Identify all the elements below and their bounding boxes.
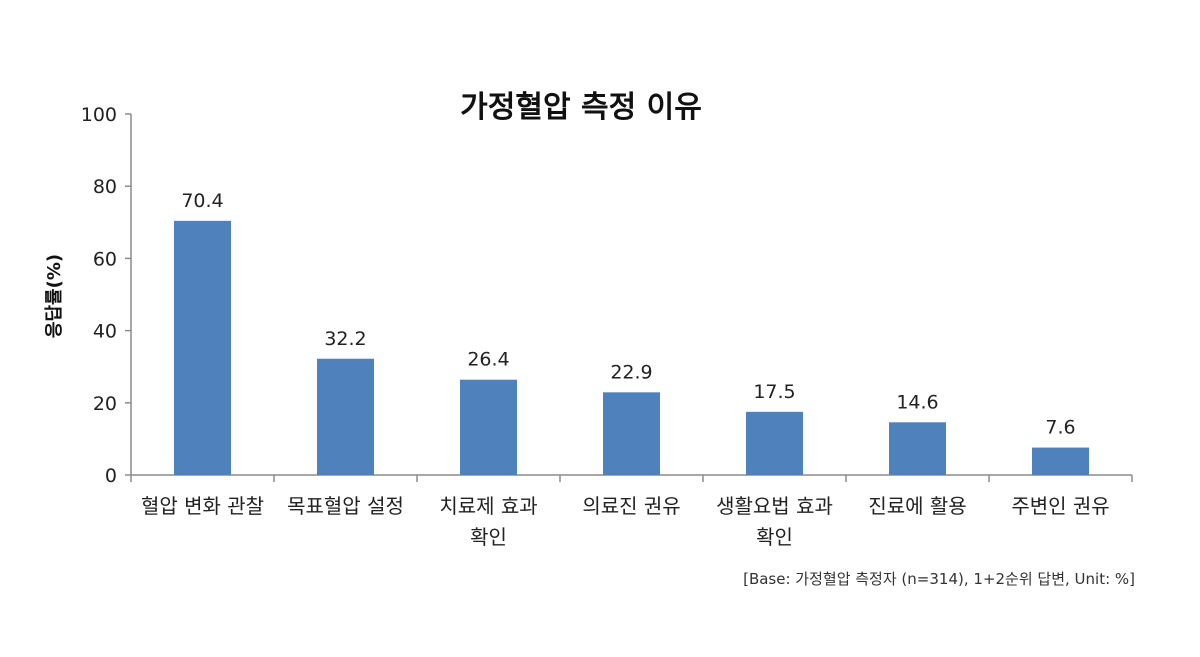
data-label: 22.9 (610, 361, 652, 383)
data-label: 17.5 (753, 381, 795, 403)
bar (603, 392, 660, 475)
y-tick-label: 20 (93, 393, 117, 415)
data-label: 14.6 (896, 391, 938, 413)
x-category-label: 주변인 권유 (1011, 494, 1109, 518)
y-tick-label: 40 (93, 321, 117, 343)
footnote: [Base: 가정혈압 측정자 (n=314), 1+2순위 답변, Unit:… (743, 570, 1135, 588)
y-axis-label: 응답률(%) (44, 254, 65, 338)
y-tick-label: 100 (81, 104, 117, 126)
x-category-label: 확인 (470, 525, 507, 549)
x-category-label: 치료제 효과 (439, 494, 537, 518)
x-category-label: 혈압 변화 관찰 (141, 494, 264, 518)
bar (1032, 447, 1089, 475)
plot-area: 0 20 40 60 80 100 70.4 혈압 변화 관찰 32.2 목표혈압 설정 26.4 치… (81, 104, 1133, 549)
x-category-label: 목표혈압 설정 (287, 494, 404, 518)
y-tick-label: 80 (93, 176, 117, 198)
data-label: 70.4 (181, 190, 223, 212)
x-category-label: 생활요법 효과 (716, 494, 833, 518)
x-category-label: 의료진 권유 (582, 494, 680, 518)
bar (746, 411, 803, 475)
bar (889, 422, 946, 475)
bar (174, 220, 231, 475)
bar (317, 358, 374, 475)
data-label: 32.2 (324, 328, 366, 350)
x-category-label: 진료에 활용 (868, 494, 966, 518)
chart-title: 가정혈압 측정 이유 (460, 90, 702, 125)
x-category-label: 확인 (756, 525, 793, 549)
y-tick-label: 0 (105, 465, 117, 487)
data-label: 7.6 (1045, 417, 1075, 439)
data-label: 26.4 (467, 349, 509, 371)
y-tick-label: 60 (93, 248, 117, 270)
bar (460, 379, 517, 475)
